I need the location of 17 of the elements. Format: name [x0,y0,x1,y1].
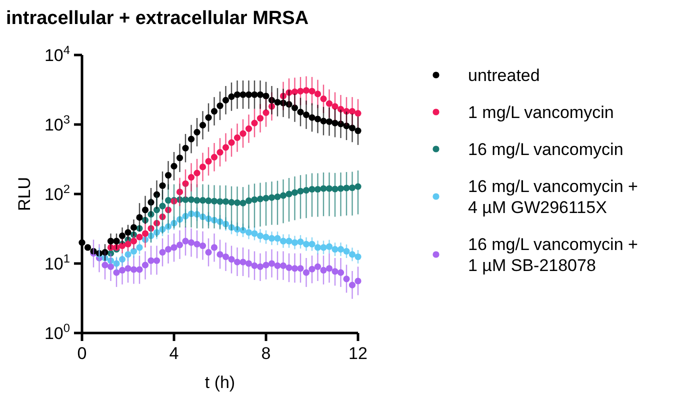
x-tick-label: 4 [169,344,179,363]
x-tick-label: 8 [261,344,271,363]
x-tick-label: 0 [77,344,87,363]
y-tick-label: 10$^{1}$ [44,251,70,274]
legend-label: untreated [468,66,540,85]
y-axis-title: RLU [15,176,34,212]
legend-label: 16 mg/L vancomycin + 1 µM SB-218078 [468,234,638,275]
y-tick-label: 10$^{4}$ [44,42,70,65]
x-tick-label: 12 [348,344,368,363]
legend-label: 1 mg/L vancomycin [468,102,614,122]
legend-label: 16 mg/L vancomycin [468,140,624,159]
legend-label: 16 mg/L vancomycin + 4 µM GW296115X [468,176,638,217]
y-tick-label: 10$^{0}$ [44,320,70,343]
y-tick-label: 10$^{2}$ [44,182,70,204]
x-axis-title: t (h) [204,373,236,392]
y-tick-label: 10$^{3}$ [44,112,70,134]
chart-title: intracellular + extracellular MRSA [6,8,309,29]
